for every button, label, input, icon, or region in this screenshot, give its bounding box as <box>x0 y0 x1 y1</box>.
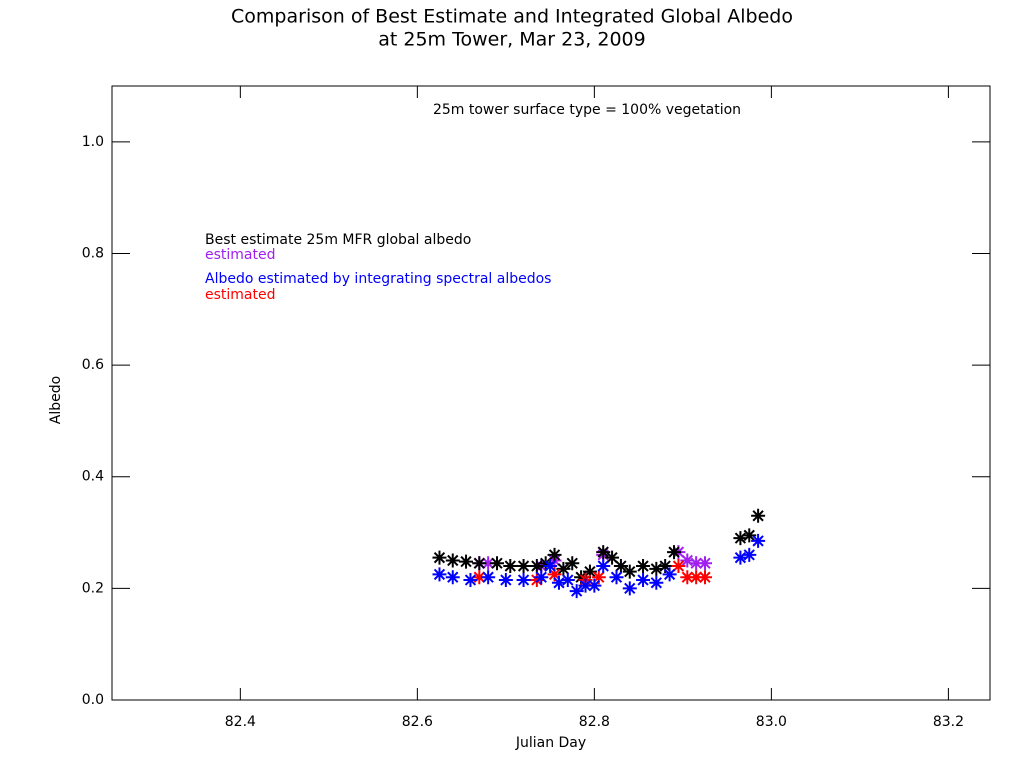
data-point <box>733 531 748 546</box>
data-point <box>751 533 766 548</box>
data-point <box>445 570 460 585</box>
data-point <box>596 545 611 560</box>
data-point <box>569 584 584 599</box>
data-point <box>742 528 757 543</box>
data-point <box>578 578 593 593</box>
data-point <box>680 553 695 568</box>
data-point <box>529 559 544 574</box>
data-point <box>689 556 704 571</box>
data-point <box>605 550 620 565</box>
data-point <box>689 570 704 585</box>
x-tick-label: 83.2 <box>933 714 964 730</box>
data-point <box>516 559 531 574</box>
data-point <box>649 561 664 576</box>
x-tick-label: 82.6 <box>402 714 433 730</box>
data-point <box>751 508 766 523</box>
plot-frame <box>111 85 991 701</box>
data-point <box>613 559 628 574</box>
annotation: 25m tower surface type = 100% vegetation <box>433 102 741 118</box>
x-tick-label: 82.8 <box>579 714 610 730</box>
data-point <box>459 554 474 569</box>
data-point <box>574 570 589 585</box>
data-point <box>671 559 686 574</box>
data-point <box>432 550 447 565</box>
data-point <box>698 556 713 571</box>
x-axis-label: Julian Day <box>515 735 586 751</box>
data-point <box>662 567 677 582</box>
data-point <box>534 570 549 585</box>
data-point <box>622 581 637 596</box>
data-point <box>680 570 695 585</box>
y-tick-label: 0.2 <box>82 580 104 596</box>
data-point <box>636 559 651 574</box>
data-point <box>432 567 447 582</box>
x-tick-label: 83.0 <box>756 714 787 730</box>
data-point <box>543 559 558 574</box>
y-tick-label: 0.8 <box>82 245 104 261</box>
data-point <box>609 570 624 585</box>
data-point <box>547 547 562 562</box>
data-point <box>481 556 496 571</box>
y-tick-label: 0.4 <box>82 469 104 485</box>
data-point <box>445 553 460 568</box>
legend-entry: estimated <box>205 247 276 263</box>
y-axis-label: Albedo <box>48 376 64 424</box>
data-point <box>498 572 513 587</box>
data-point <box>556 561 571 576</box>
data-point <box>565 556 580 571</box>
data-point <box>560 572 575 587</box>
data-point <box>472 570 487 585</box>
data-point <box>481 570 496 585</box>
data-point <box>547 567 562 582</box>
data-point <box>733 550 748 565</box>
data-point <box>463 572 478 587</box>
y-tick-label: 0.0 <box>82 692 104 708</box>
data-point <box>516 572 531 587</box>
data-point <box>503 559 518 574</box>
data-point <box>667 545 682 560</box>
legend-entry: Albedo estimated by integrating spectral… <box>205 271 551 287</box>
chart-title: at 25m Tower, Mar 23, 2009 <box>378 29 645 51</box>
legend-entry: estimated <box>205 287 276 303</box>
legend-entry: Best estimate 25m MFR global albedo <box>205 232 471 248</box>
data-point <box>742 547 757 562</box>
chart-title: Comparison of Best Estimate and Integrat… <box>231 6 793 28</box>
data-point <box>529 572 544 587</box>
data-point <box>582 564 597 579</box>
data-point <box>472 556 487 571</box>
x-tick-label: 82.4 <box>225 714 256 730</box>
data-point <box>591 570 606 585</box>
data-point <box>587 578 602 593</box>
data-point <box>658 559 673 574</box>
data-point <box>538 556 553 571</box>
y-tick-label: 1.0 <box>82 134 104 150</box>
data-point <box>551 575 566 590</box>
data-point <box>649 575 664 590</box>
data-point <box>490 556 505 571</box>
y-tick-label: 0.6 <box>82 357 104 373</box>
data-point <box>622 564 637 579</box>
data-point <box>698 570 713 585</box>
data-point <box>596 559 611 574</box>
data-point <box>636 572 651 587</box>
